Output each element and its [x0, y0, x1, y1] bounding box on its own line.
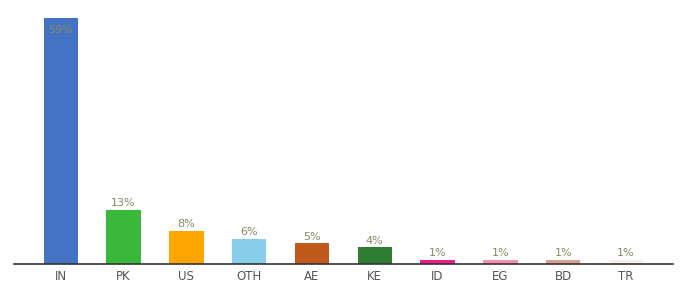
Bar: [169, 231, 204, 264]
Text: 1%: 1%: [617, 248, 634, 258]
Text: 13%: 13%: [112, 198, 136, 208]
Bar: [483, 260, 517, 264]
Text: 5%: 5%: [303, 232, 321, 242]
Text: 6%: 6%: [241, 227, 258, 237]
Bar: [232, 239, 267, 264]
Text: 1%: 1%: [429, 248, 446, 258]
Text: 1%: 1%: [492, 248, 509, 258]
Bar: [420, 260, 455, 264]
Bar: [546, 260, 581, 264]
Bar: [106, 210, 141, 264]
Bar: [294, 243, 329, 264]
Bar: [609, 260, 643, 264]
Bar: [358, 248, 392, 264]
Bar: [44, 19, 78, 264]
Text: 59%: 59%: [48, 25, 73, 35]
Text: 4%: 4%: [366, 236, 384, 246]
Text: 1%: 1%: [554, 248, 572, 258]
Text: 8%: 8%: [177, 219, 195, 229]
